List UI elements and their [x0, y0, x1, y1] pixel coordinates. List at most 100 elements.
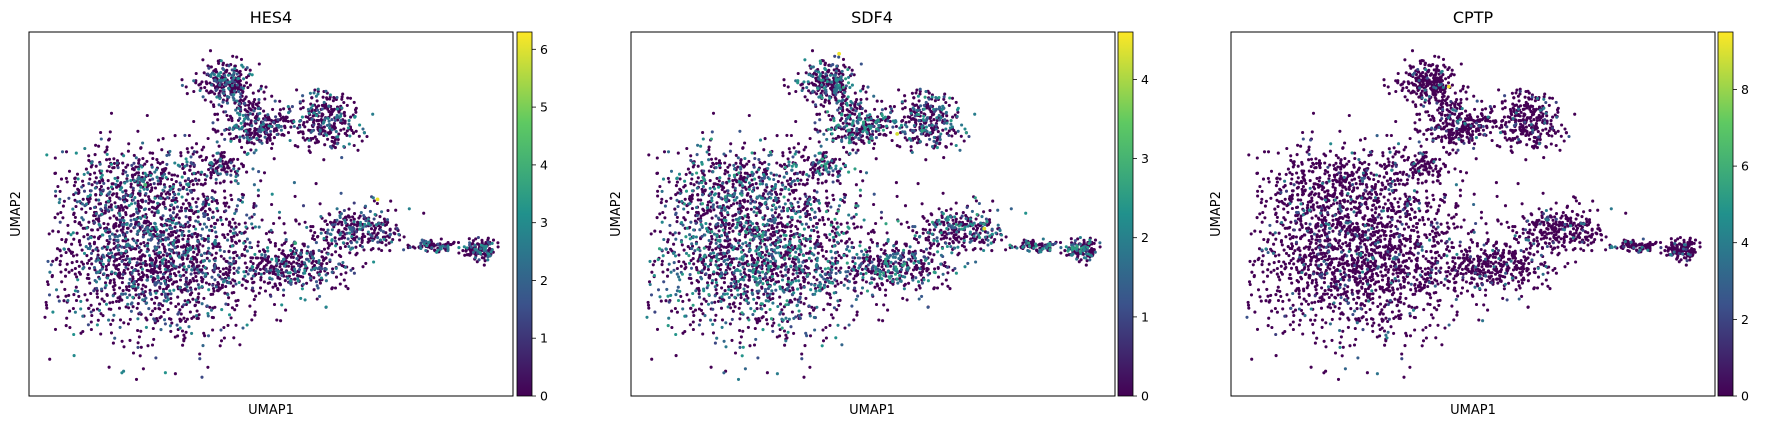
- cell-point: [173, 335, 177, 339]
- cell-point: [242, 136, 246, 140]
- cell-point: [185, 160, 189, 164]
- cell-point: [124, 265, 128, 269]
- cell-point: [122, 195, 126, 199]
- cell-point: [231, 127, 235, 131]
- cell-point: [341, 241, 345, 245]
- cell-point: [478, 251, 482, 255]
- cell-point: [60, 280, 64, 284]
- cell-point: [152, 337, 156, 341]
- cell-point: [142, 240, 146, 245]
- cell-point: [209, 100, 213, 104]
- cell-point: [286, 264, 291, 268]
- cell-point: [320, 107, 324, 111]
- cell-point: [363, 222, 367, 226]
- cell-point: [243, 221, 247, 225]
- cell-point: [700, 302, 704, 306]
- cell-point: [250, 73, 254, 77]
- cell-point: [139, 146, 143, 150]
- cell-point: [184, 253, 188, 257]
- cell-point: [788, 220, 792, 224]
- cell-point: [352, 220, 356, 224]
- cell-point: [335, 142, 339, 146]
- cell-point: [118, 208, 122, 213]
- cell-point: [366, 217, 370, 221]
- cell-point: [206, 234, 210, 238]
- cell-point: [322, 129, 326, 133]
- cell-point: [138, 250, 142, 254]
- cell-point: [268, 260, 272, 264]
- cell-point: [85, 298, 89, 302]
- cell-point: [174, 304, 178, 309]
- cell-point: [115, 159, 120, 163]
- cell-point: [817, 235, 821, 239]
- cell-point: [312, 276, 316, 280]
- cell-point: [182, 265, 186, 269]
- cell-point: [145, 187, 149, 191]
- cell-point: [327, 104, 331, 108]
- cell-point: [201, 206, 205, 210]
- cell-point: [310, 117, 314, 121]
- cell-point: [344, 271, 348, 275]
- cell-point: [136, 317, 140, 321]
- cell-point: [245, 213, 249, 217]
- cell-point: [228, 126, 232, 130]
- cell-point: [65, 316, 69, 320]
- cell-point: [388, 233, 392, 237]
- cell-point: [696, 280, 701, 284]
- cell-point: [102, 255, 106, 259]
- cell-point: [159, 255, 163, 259]
- cell-point: [794, 119, 798, 124]
- cell-point: [761, 315, 765, 319]
- cell-point: [796, 274, 800, 279]
- cell-point: [60, 237, 64, 242]
- cell-point: [218, 74, 222, 78]
- cell-point: [149, 268, 154, 272]
- cell-point: [67, 293, 71, 297]
- cell-point: [441, 244, 445, 248]
- cell-point: [331, 99, 335, 103]
- cell-point: [350, 234, 354, 239]
- cell-point: [171, 282, 175, 286]
- cell-point: [216, 244, 220, 248]
- cell-point: [490, 241, 494, 245]
- cell-point: [303, 220, 307, 224]
- cell-point: [252, 183, 256, 187]
- cell-point: [486, 258, 490, 262]
- cell-point: [89, 327, 93, 332]
- cell-point: [719, 263, 723, 267]
- cell-point: [153, 307, 157, 311]
- cell-point: [88, 281, 92, 285]
- cell-point: [189, 205, 193, 210]
- cell-point: [207, 259, 211, 263]
- cell-point: [75, 259, 79, 264]
- cell-point: [174, 222, 178, 226]
- cell-point: [883, 293, 888, 297]
- cell-point: [230, 244, 234, 248]
- cell-point: [136, 211, 140, 215]
- cell-point: [160, 259, 164, 263]
- cell-point: [78, 243, 82, 247]
- cell-point: [128, 317, 132, 321]
- cell-point: [825, 291, 829, 295]
- cell-point: [215, 140, 219, 144]
- cell-point: [279, 319, 283, 323]
- cell-point: [251, 265, 255, 269]
- cell-point: [174, 236, 178, 240]
- cell-point: [243, 274, 247, 278]
- cell-point: [348, 134, 352, 138]
- cell-point: [198, 155, 202, 159]
- cell-point: [64, 150, 69, 154]
- cell-point: [113, 201, 117, 205]
- cell-point: [121, 190, 125, 194]
- cell-point: [194, 200, 198, 204]
- cell-point: [229, 161, 233, 165]
- cell-point: [325, 96, 329, 100]
- cell-point: [247, 138, 251, 142]
- cell-point: [471, 250, 475, 254]
- cell-point: [828, 238, 832, 242]
- cell-point: [198, 352, 202, 356]
- cell-point: [269, 129, 273, 133]
- cell-point: [788, 192, 792, 196]
- cell-point: [327, 109, 331, 114]
- cell-point: [185, 268, 189, 272]
